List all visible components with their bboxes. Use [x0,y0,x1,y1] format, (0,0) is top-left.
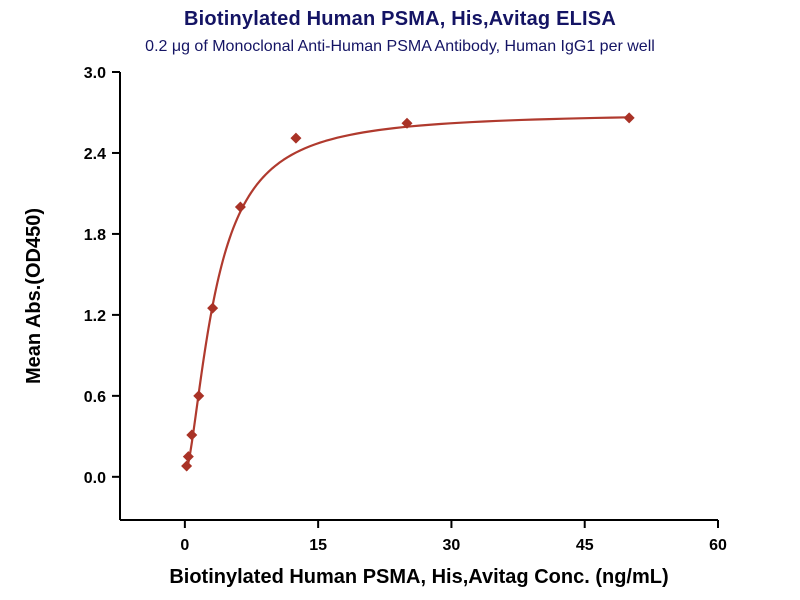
x-axis-label: Biotinylated Human PSMA, His,Avitag Conc… [169,566,668,588]
y-tick-label: 1.2 [84,308,106,325]
data-point [290,132,302,144]
y-tick-label: 0.0 [84,470,106,487]
data-point [207,302,219,314]
chart-title: Biotinylated Human PSMA, His,Avitag ELIS… [184,8,616,30]
x-tick-label: 15 [309,537,327,554]
y-tick-label: 3.0 [84,65,106,82]
data-point [401,117,413,129]
data-point [181,460,193,472]
y-axis-label: Mean Abs.(OD450) [23,208,45,384]
data-point [234,201,246,213]
fit-curve [185,116,630,472]
data-point [182,451,194,463]
y-tick-label: 1.8 [84,227,106,244]
x-tick-label: 0 [180,537,189,554]
x-tick-label: 45 [576,537,594,554]
data-point [623,112,635,124]
x-tick-label: 60 [709,537,727,554]
data-point [193,390,205,402]
x-tick-label: 30 [443,537,461,554]
y-tick-label: 2.4 [84,146,106,163]
y-tick-label: 0.6 [84,389,106,406]
data-point [186,429,198,441]
chart-subtitle: 0.2 μg of Monoclonal Anti-Human PSMA Ant… [145,38,655,55]
